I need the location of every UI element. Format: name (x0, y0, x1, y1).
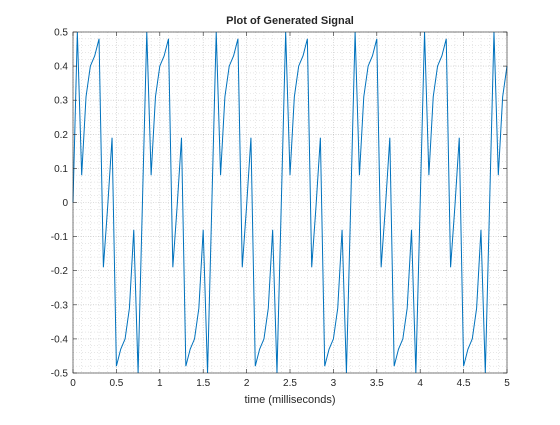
x-tick-label: 1.5 (196, 378, 210, 389)
x-tick-label: 2 (244, 378, 250, 389)
x-axis-label: time (milliseconds) (244, 394, 335, 406)
x-tick-label: 0 (70, 378, 76, 389)
y-tick-label: -0.2 (51, 266, 69, 277)
y-tick-label: 0.1 (54, 164, 68, 175)
x-tick-label: 4.5 (457, 378, 471, 389)
y-tick-label: -0.1 (51, 232, 69, 243)
y-tick-label: 0 (62, 198, 68, 209)
x-tick-label: 3 (331, 378, 337, 389)
series-layer (72, 31, 508, 374)
chart-title: Plot of Generated Signal (226, 15, 354, 27)
x-tick-label: 1 (157, 378, 163, 389)
y-tick-label: -0.3 (51, 300, 69, 311)
y-tick-label: -0.5 (51, 369, 69, 380)
tick-labels: 0 0.5 1 1.5 2 2.5 3 3.5 4 4.5 5 -0.5 -0.4 -0.3 -0.2 -0.… (51, 28, 510, 390)
x-tick-label: 5 (504, 378, 510, 389)
y-tick-label: 0.3 (54, 96, 68, 107)
x-tick-label: 4 (417, 378, 423, 389)
y-tick-label: 0.2 (54, 130, 68, 141)
tick-marks (72, 31, 508, 374)
y-tick-label: -0.4 (51, 334, 69, 345)
y-tick-label: 0.5 (54, 28, 68, 39)
signal-series-line (72, 31, 508, 374)
x-tick-label: 2.5 (283, 378, 297, 389)
x-tick-label: 0.5 (109, 378, 123, 389)
y-tick-label: 0.4 (54, 62, 68, 73)
x-tick-label: 3.5 (370, 378, 384, 389)
